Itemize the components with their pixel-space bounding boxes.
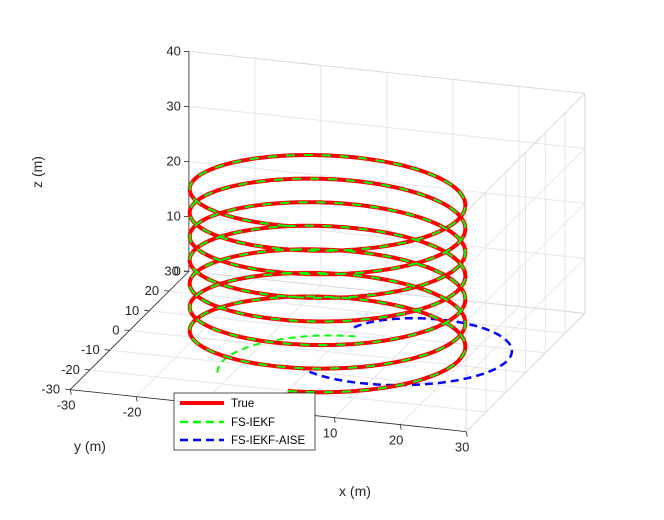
y-tick-label: -10 bbox=[81, 342, 100, 357]
wall-grid-line bbox=[188, 160, 585, 204]
y-tick-label: -20 bbox=[61, 362, 80, 377]
y-tick-labels: -30-20-10 0 10 20 30 bbox=[41, 263, 179, 396]
y-axis-label: y (m) bbox=[74, 438, 106, 454]
floor-grid-line bbox=[129, 330, 526, 373]
wall-grid-line bbox=[465, 203, 586, 322]
series-fs-iekf-aise-transient bbox=[301, 316, 514, 387]
z-tick-label: 30 bbox=[166, 98, 180, 113]
wall-grid-line bbox=[465, 258, 586, 377]
x-tick-mark bbox=[465, 431, 468, 437]
y-tick-label: 20 bbox=[145, 283, 159, 298]
y-tick-mark bbox=[65, 388, 71, 390]
z-tick-label: 20 bbox=[166, 153, 180, 168]
legend-label-true: True bbox=[231, 398, 254, 410]
legend-label-fs-iekf-aise: FS-IEKF-AISE bbox=[231, 435, 305, 447]
y-tick-mark bbox=[164, 290, 170, 292]
floor-grid-line bbox=[109, 349, 506, 393]
wall-grid-line bbox=[188, 105, 585, 149]
y-tick-label: -30 bbox=[41, 382, 60, 397]
z-tick-label: 0 bbox=[174, 263, 181, 278]
y-tick-mark bbox=[104, 349, 110, 351]
z-tick-label: 40 bbox=[166, 43, 180, 58]
box-edge bbox=[465, 93, 586, 212]
x-tick-mark bbox=[333, 417, 336, 423]
z-tick-labels: 0 10 20 30 40 bbox=[166, 43, 180, 278]
x-tick-label: -30 bbox=[57, 398, 76, 413]
series-fs-iekf-transient bbox=[216, 334, 356, 376]
y-tick-label: 30 bbox=[164, 263, 178, 278]
legend: True FS-IEKF FS-IEKF-AISE bbox=[173, 392, 316, 451]
x-tick-label: 30 bbox=[455, 440, 469, 455]
series-fs-iekf bbox=[188, 154, 467, 394]
back-wall-yz bbox=[84, 84, 599, 255]
wall-grid-line bbox=[465, 148, 586, 267]
x-tick-mark bbox=[69, 389, 72, 395]
x-tick-mark bbox=[399, 424, 402, 430]
y-tick-label: 10 bbox=[125, 303, 139, 318]
trajectory-curves bbox=[187, 153, 514, 395]
z-axis-label: z (m) bbox=[29, 156, 45, 188]
y-tick-label: 0 bbox=[112, 323, 119, 338]
box-edge bbox=[465, 313, 586, 432]
y-tick-mark bbox=[144, 309, 150, 312]
box-edge bbox=[188, 51, 585, 94]
x-tick-label: 20 bbox=[389, 433, 403, 448]
x-tick-label: -20 bbox=[123, 405, 142, 420]
y-tick-mark bbox=[84, 369, 90, 371]
x-axis-label: x (m) bbox=[339, 483, 371, 499]
legend-label-fs-iekf: FS-IEKF bbox=[231, 417, 275, 429]
floor-grid-line bbox=[149, 310, 546, 354]
z-tick-label: 10 bbox=[166, 208, 180, 223]
x-tick-mark bbox=[135, 396, 138, 402]
y-tick-mark bbox=[124, 329, 130, 331]
x-tick-label: 10 bbox=[323, 426, 337, 441]
floor-grid-line bbox=[169, 290, 566, 334]
